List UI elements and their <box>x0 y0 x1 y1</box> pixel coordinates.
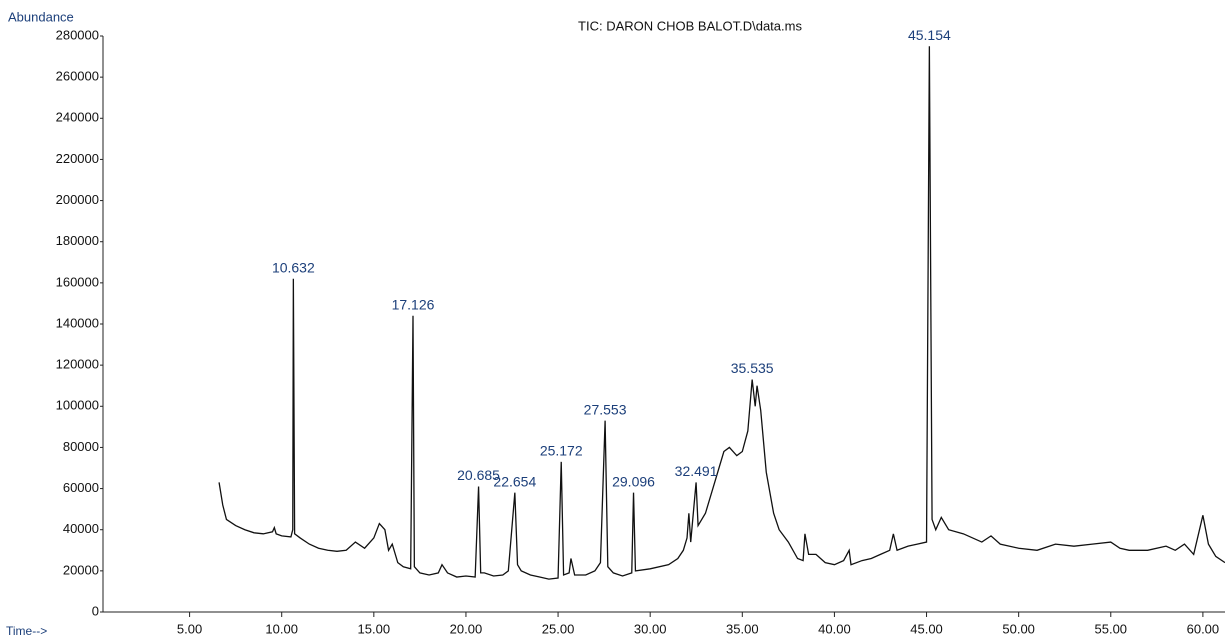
peak-label: 22.654 <box>493 473 536 489</box>
x-tick-label: 25.00 <box>542 621 575 636</box>
y-tick-label: 20000 <box>63 562 99 577</box>
y-tick-label: 200000 <box>56 192 99 207</box>
y-tick-label: 80000 <box>63 439 99 454</box>
trace <box>218 46 1225 580</box>
peak-label: 10.632 <box>272 259 315 275</box>
y-tick-label: 260000 <box>56 69 99 84</box>
y-tick-label: 0 <box>92 603 99 618</box>
x-tick-label: 40.00 <box>818 621 851 636</box>
y-tick-label: 100000 <box>56 398 99 413</box>
chart-title: TIC: DARON CHOB BALOT.D\data.ms <box>578 18 802 33</box>
peak-label: 20.685 <box>457 467 500 483</box>
x-tick-label: 10.00 <box>265 621 298 636</box>
y-tick-label: 220000 <box>56 151 99 166</box>
peak-label: 27.553 <box>584 401 627 417</box>
y-tick-label: 160000 <box>56 274 99 289</box>
y-tick-label: 140000 <box>56 315 99 330</box>
x-tick-label: 55.00 <box>1095 621 1128 636</box>
y-tick-label: 240000 <box>56 110 99 125</box>
y-tick-label: 60000 <box>63 480 99 495</box>
y-tick-label: 180000 <box>56 233 99 248</box>
y-axis-label: Abundance <box>8 9 74 24</box>
y-tick-label: 120000 <box>56 357 99 372</box>
x-axis-label: Time--> <box>6 624 47 638</box>
peak-label: 45.154 <box>908 27 951 43</box>
peak-label: 35.535 <box>731 360 774 376</box>
x-tick-label: 35.00 <box>726 621 759 636</box>
x-tick-label: 20.00 <box>450 621 483 636</box>
peak-label: 25.172 <box>540 443 583 459</box>
x-tick-label: 30.00 <box>634 621 667 636</box>
peak-label: 32.491 <box>675 463 718 479</box>
peak-label: 17.126 <box>392 296 435 312</box>
peak-label: 29.096 <box>612 473 655 489</box>
y-tick-label: 40000 <box>63 521 99 536</box>
y-tick-label: 280000 <box>56 27 99 42</box>
x-tick-label: 5.00 <box>177 621 202 636</box>
x-tick-label: 45.00 <box>910 621 943 636</box>
x-tick-label: 50.00 <box>1002 621 1035 636</box>
x-tick-label: 60.00 <box>1187 621 1220 636</box>
x-tick-label: 15.00 <box>358 621 391 636</box>
